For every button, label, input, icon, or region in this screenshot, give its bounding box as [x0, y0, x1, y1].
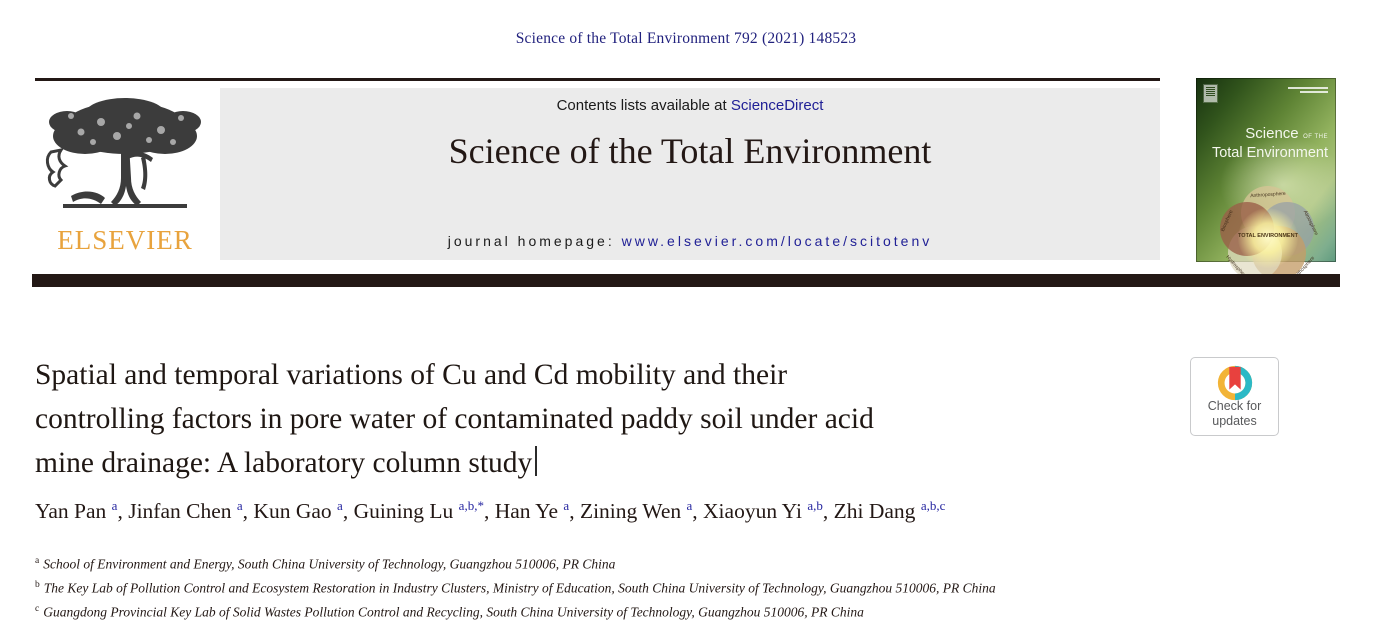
affiliation-list: a School of Environment and Energy, South… [35, 551, 1355, 623]
journal-title: Science of the Total Environment [448, 131, 932, 171]
article-title: Spatial and temporal variations of Cu an… [35, 353, 1165, 485]
cover-sphere-diagram: TOTAL ENVIRONMENT Anthroposphere Atmosph… [1220, 186, 1319, 286]
cover-title-small: OF THE [1303, 134, 1328, 140]
contents-line: Contents lists available at ScienceDirec… [220, 97, 1160, 114]
cover-top-info-lines [1288, 87, 1328, 95]
check-for-updates-badge[interactable]: Check for updates [1190, 357, 1279, 436]
author: Jinfan Chen a [128, 498, 243, 524]
elsevier-wordmark: ELSEVIER [57, 225, 193, 255]
journal-citation: Science of the Total Environment 792 (20… [515, 30, 857, 47]
author: Kun Gao a [253, 498, 343, 524]
cover-center-label: TOTAL ENVIRONMENT [1238, 233, 1298, 239]
author: Yan Pan a [35, 498, 118, 524]
masthead-bottom-bar [32, 274, 1340, 287]
masthead: Contents lists available at ScienceDirec… [220, 88, 1160, 260]
article-title-line2: controlling factors in pore water of con… [35, 403, 874, 435]
author: Zhi Dang a,b,c [833, 498, 946, 524]
article-title-line1: Spatial and temporal variations of Cu an… [35, 359, 788, 391]
affiliation: c Guangdong Provincial Key Lab of Solid W… [35, 604, 864, 620]
cover-title-word2: Total Environment [1211, 145, 1328, 161]
masthead-top-rule [35, 78, 1160, 81]
contents-prefix: Contents lists available at [556, 97, 731, 114]
sciencedirect-link[interactable]: ScienceDirect [730, 97, 824, 114]
author: Xiaoyun Yi a,b [703, 498, 823, 524]
author: Han Ye a [494, 498, 570, 524]
homepage-line: journal homepage: www.elsevier.com/locat… [220, 233, 1160, 249]
author: Guining Lu a,b,* [353, 498, 484, 524]
affiliation: b The Key Lab of Pollution Control and Ec… [35, 580, 996, 596]
elsevier-logo-block: ELSEVIER [35, 88, 215, 260]
cover-title-word1: Science [1245, 125, 1299, 142]
cover-elsevier-mini-logo [1204, 85, 1217, 102]
author: Zining Wen a [579, 498, 693, 524]
homepage-prefix: journal homepage: [447, 233, 622, 249]
journal-cover-image[interactable]: Science OF THE Total Environment TOTAL E… [1196, 78, 1336, 280]
article-title-line3: mine drainage: A laboratory column study [35, 441, 1165, 485]
homepage-url-link[interactable]: www.elsevier.com/locate/scitotenv [621, 233, 933, 249]
cover-center-glow [1238, 208, 1298, 268]
cover-journal-title: Science OF THE Total Environment [1211, 125, 1328, 162]
author-list: Yan Pan a, Jinfan Chen a, Kun Gao a, Gui… [35, 498, 946, 524]
text-cursor [535, 446, 538, 476]
crossmark-icon [1217, 365, 1252, 401]
affiliation: a School of Environment and Energy, South… [35, 556, 616, 572]
check-for-updates-label: Check for updates [1207, 399, 1262, 428]
elsevier-tree-logo [45, 98, 201, 208]
